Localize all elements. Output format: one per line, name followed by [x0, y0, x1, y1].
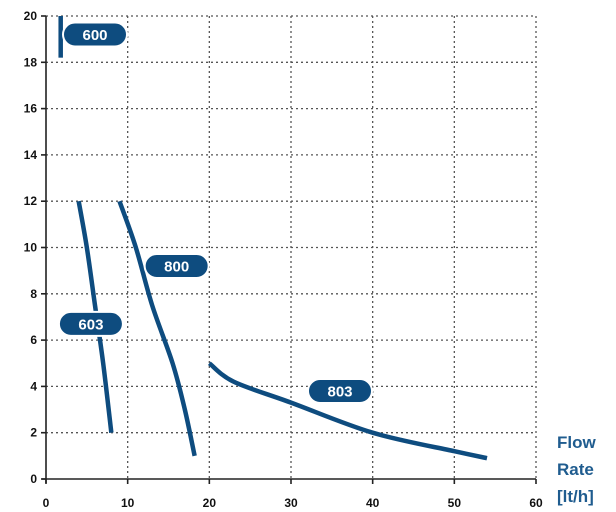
series-lines	[58, 16, 488, 461]
series-labels: 600 800 603 803	[57, 21, 373, 405]
y-tick-label-4: 4	[30, 379, 37, 393]
y-tick-labels: 0 2 4 6 8 10 12 14 16 18 20	[24, 9, 46, 486]
series-line-603	[76, 200, 114, 433]
x-tick-label-0: 0	[43, 496, 50, 510]
series-label-803: 803	[327, 384, 352, 401]
series-line-800	[117, 200, 197, 457]
y-tick-label-18: 18	[24, 55, 38, 69]
series-badge-bg-800	[143, 253, 210, 280]
x-axis-label-line-3: [lt/h]	[557, 487, 594, 506]
y-tick-label-2: 2	[30, 426, 37, 440]
series-badge-600: 600	[62, 21, 128, 48]
y-tick-label-14: 14	[24, 148, 38, 162]
series-label-600: 600	[82, 27, 107, 44]
x-tick-label-20: 20	[203, 496, 217, 510]
x-tick-labels: 0 10 20 30 40 50 60	[43, 479, 543, 510]
series-badge-bg-803	[307, 378, 373, 405]
y-tick-label-10: 10	[24, 241, 38, 255]
x-axis-label-line-1: Flow	[557, 433, 596, 452]
y-tick-label-6: 6	[30, 333, 37, 347]
y-tick-label-8: 8	[30, 287, 37, 301]
x-axis-label: Flow Rate [lt/h]	[557, 433, 600, 506]
series-label-800: 800	[164, 259, 189, 276]
y-tick-label-0: 0	[30, 472, 37, 486]
series-badge-800: 800	[143, 253, 210, 280]
series-badge-803: 803	[307, 378, 373, 405]
x-tick-label-50: 50	[448, 496, 462, 510]
y-tick-label-16: 16	[24, 102, 38, 116]
y-tick-label-12: 12	[24, 194, 38, 208]
series-badge-bg-603	[57, 310, 124, 337]
series-badge-bg-600	[62, 21, 128, 48]
x-tick-label-30: 30	[284, 496, 298, 510]
x-tick-label-60: 60	[529, 496, 543, 510]
x-tick-label-10: 10	[121, 496, 135, 510]
series-label-603: 603	[78, 316, 103, 333]
x-tick-label-40: 40	[366, 496, 380, 510]
series-line-803	[207, 361, 488, 461]
axes	[42, 16, 536, 483]
x-axis-label-line-2: Rate	[557, 460, 594, 479]
y-tick-label-20: 20	[24, 9, 38, 23]
series-badge-603: 603	[57, 310, 124, 337]
grid	[46, 15, 537, 479]
